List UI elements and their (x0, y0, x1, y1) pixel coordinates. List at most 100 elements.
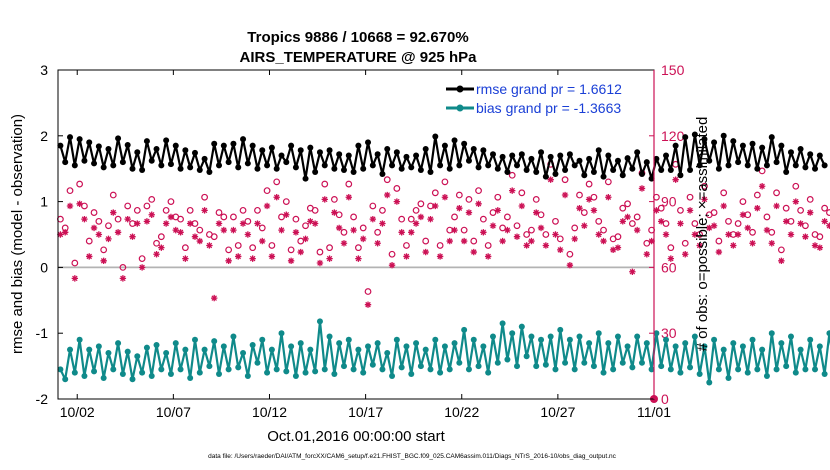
bias-point (240, 349, 247, 356)
obs-possible-point (619, 204, 627, 212)
obs-assimilated-point (528, 237, 535, 245)
obs-assimilated-point (513, 233, 521, 240)
obs-possible-point (417, 200, 425, 208)
bias-point (312, 368, 319, 375)
bias-point (321, 366, 328, 373)
rmse-point (153, 145, 160, 152)
bias-point (230, 333, 237, 340)
obs-possible-point (585, 180, 593, 188)
obs-possible-point (441, 178, 449, 186)
rmse-point (672, 142, 679, 149)
obs-assimilated-point (662, 231, 670, 238)
rmse-point (682, 134, 689, 141)
obs-possible-point (186, 206, 194, 214)
obs-assimilated-point (653, 207, 660, 214)
obs-assimilated-point (235, 253, 242, 260)
obs-assimilated-point (355, 255, 362, 262)
rmse-point (177, 165, 184, 172)
bias-point (451, 340, 458, 347)
bias-point (153, 342, 160, 349)
obs-possible-point (436, 242, 444, 249)
rmse-point (451, 137, 458, 144)
rmse-point (629, 165, 636, 172)
bias-point (816, 343, 823, 350)
bias-point (446, 366, 453, 373)
obs-assimilated-point (148, 211, 155, 218)
bias-point (730, 340, 737, 347)
obs-possible-point (580, 209, 588, 216)
bias-point (667, 366, 674, 373)
rmse-point (437, 162, 444, 169)
rmse-point (663, 152, 670, 159)
bias-point (576, 333, 583, 340)
bias-point (658, 363, 665, 370)
bias-point (715, 366, 722, 373)
obs-possible-point (407, 215, 415, 223)
obs-assimilated-point (177, 229, 184, 236)
obs-possible-point (105, 222, 112, 230)
obs-assimilated-point (143, 218, 151, 225)
obs-assimilated-point (374, 240, 381, 247)
y-tick-label-right: 0 (661, 391, 669, 407)
obs-possible-point (561, 176, 569, 184)
obs-possible-point (455, 191, 463, 199)
bias-point (331, 370, 338, 377)
obs-assimilated-point (86, 253, 93, 260)
obs-assimilated-point (134, 220, 141, 227)
obs-assimilated-point (811, 242, 819, 249)
obs-possible-point (566, 250, 574, 258)
obs-assimilated-point (739, 211, 747, 218)
obs-assimilated-point (153, 251, 160, 258)
obs-assimilated-point (821, 218, 828, 225)
rmse-point (571, 162, 578, 169)
rmse-point (81, 157, 88, 164)
bias-point (292, 372, 299, 379)
bias-point (768, 330, 775, 337)
obs-assimilated-point (311, 220, 319, 227)
rmse-point (302, 175, 309, 182)
bias-point (67, 346, 74, 353)
rmse-point (143, 138, 150, 145)
rmse-point (787, 149, 794, 156)
rmse-point (365, 139, 372, 146)
rmse-point (211, 140, 218, 147)
obs-markers (57, 160, 830, 403)
obs-possible-point (162, 206, 170, 214)
obs-possible-point (153, 239, 160, 247)
obs-assimilated-point (408, 229, 415, 236)
x-tick-label: 10/02 (60, 404, 95, 420)
obs-possible-point (302, 222, 309, 230)
rmse-point (691, 131, 698, 138)
bias-point (187, 374, 194, 381)
rmse-point (586, 155, 593, 162)
bias-point (518, 323, 525, 330)
bias-point (499, 320, 506, 327)
rmse-point (648, 175, 655, 182)
bias-point (422, 346, 429, 353)
rmse-point (807, 151, 814, 158)
legend: rmse grand pr = 1.6612 bias grand pr = -… (446, 81, 622, 116)
obs-possible-point (624, 200, 631, 208)
rmse-point (480, 147, 487, 154)
rmse-point (119, 159, 126, 166)
obs-possible-point (552, 217, 559, 225)
obs-assimilated-point (451, 226, 458, 234)
rmse-point (514, 162, 521, 169)
rmse-point (124, 142, 131, 149)
bias-point (413, 340, 420, 347)
obs-possible-point (398, 215, 406, 223)
obs-possible-point (542, 231, 550, 238)
bias-point (590, 363, 597, 370)
rmse-point (581, 172, 588, 179)
obs-assimilated-point (186, 220, 194, 227)
rmse-point (744, 162, 751, 169)
obs-assimilated-point (191, 233, 199, 240)
bias-point (365, 343, 372, 350)
rmse-point (321, 162, 328, 169)
obs-assimilated-point (744, 224, 751, 232)
obs-possible-point (119, 264, 127, 271)
obs-assimilated-point (379, 220, 386, 227)
rmse-point (456, 162, 463, 169)
bias-point (95, 343, 102, 350)
